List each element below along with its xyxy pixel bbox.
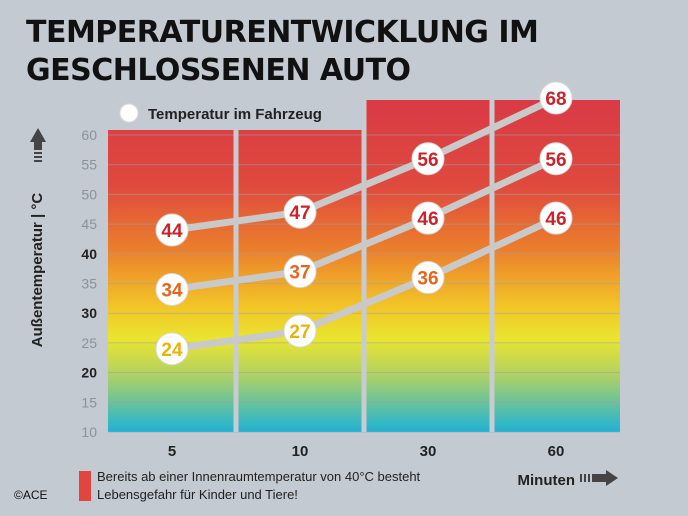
series-line bbox=[171, 94, 558, 234]
chart-title: TEMPERATURENTWICKLUNG IM GESCHLOSSENEN A… bbox=[26, 15, 539, 88]
series-line bbox=[171, 155, 558, 293]
legend-marker bbox=[119, 103, 139, 123]
arrow-dash bbox=[584, 474, 586, 482]
y-tick-label: 25 bbox=[81, 335, 97, 351]
y-tick-label: 50 bbox=[81, 186, 97, 202]
data-label: 27 bbox=[289, 322, 310, 343]
data-point bbox=[539, 201, 573, 235]
data-point bbox=[283, 314, 317, 348]
data-label: 46 bbox=[545, 209, 566, 230]
arrow-dash bbox=[588, 474, 590, 482]
y-axis-label: Außentemperatur | °C bbox=[29, 193, 46, 348]
arrow-dash bbox=[580, 474, 582, 482]
data-point bbox=[155, 332, 189, 366]
arrow-dash bbox=[34, 160, 42, 162]
data-point bbox=[411, 201, 445, 235]
data-point bbox=[283, 255, 317, 289]
y-tick-label: 10 bbox=[81, 424, 97, 440]
data-label: 46 bbox=[417, 209, 438, 230]
data-label: 56 bbox=[417, 150, 438, 171]
warning-note: Bereits ab einer Innenraumtemperatur von… bbox=[97, 469, 421, 502]
y-tick-label: 55 bbox=[81, 157, 97, 173]
y-tick-label: 35 bbox=[81, 276, 97, 292]
series-line bbox=[171, 214, 558, 353]
y-axis: 10 15 20 25 30 35 40 45 50 55 60 Außentemperatur | … bbox=[29, 127, 97, 440]
arrow-shaft bbox=[592, 474, 606, 482]
data-point bbox=[155, 272, 189, 306]
data-label: 34 bbox=[161, 280, 183, 301]
y-tick-label: 30 bbox=[81, 305, 97, 321]
data-label: 47 bbox=[289, 203, 310, 224]
x-tick-label: 60 bbox=[548, 443, 565, 460]
x-axis: 5 10 30 60 Minuten bbox=[168, 443, 575, 489]
y-tick-label: 20 bbox=[81, 365, 97, 381]
y-tick-label: 40 bbox=[81, 246, 97, 262]
y-tick-label: 15 bbox=[81, 394, 97, 410]
data-point bbox=[539, 81, 573, 115]
up-arrow-icon bbox=[30, 128, 46, 142]
copyright: ©ACE bbox=[14, 488, 48, 502]
warning-swatch bbox=[79, 471, 91, 501]
data-point bbox=[155, 213, 189, 247]
series-points: 44 47 56 68 34 37 46 56 24 27 36 46 bbox=[155, 81, 573, 366]
data-point bbox=[411, 261, 445, 295]
axis-arrows bbox=[30, 128, 618, 486]
y-tick-label: 45 bbox=[81, 216, 97, 232]
legend: Temperatur im Fahrzeug bbox=[119, 103, 322, 123]
x-tick-label: 30 bbox=[420, 443, 437, 460]
arrow-shaft bbox=[34, 142, 42, 150]
data-label: 68 bbox=[545, 89, 566, 110]
arrow-dash bbox=[34, 156, 42, 158]
data-label: 37 bbox=[289, 263, 310, 284]
data-point bbox=[539, 142, 573, 176]
arrow-dash bbox=[34, 152, 42, 154]
gridlines bbox=[108, 100, 620, 433]
data-point bbox=[283, 195, 317, 229]
x-axis-label: Minuten bbox=[518, 472, 576, 489]
data-label: 36 bbox=[417, 269, 438, 290]
right-arrow-icon bbox=[606, 470, 618, 486]
x-tick-label: 5 bbox=[168, 443, 176, 460]
series-lines bbox=[171, 94, 558, 353]
data-label: 24 bbox=[161, 340, 183, 361]
legend-label: Temperatur im Fahrzeug bbox=[148, 106, 322, 123]
x-tick-label: 10 bbox=[292, 443, 309, 460]
plot-background-cover bbox=[108, 100, 364, 130]
y-tick-label: 60 bbox=[81, 127, 97, 143]
data-point bbox=[411, 142, 445, 176]
data-label: 56 bbox=[545, 150, 566, 171]
data-label: 44 bbox=[161, 221, 183, 242]
